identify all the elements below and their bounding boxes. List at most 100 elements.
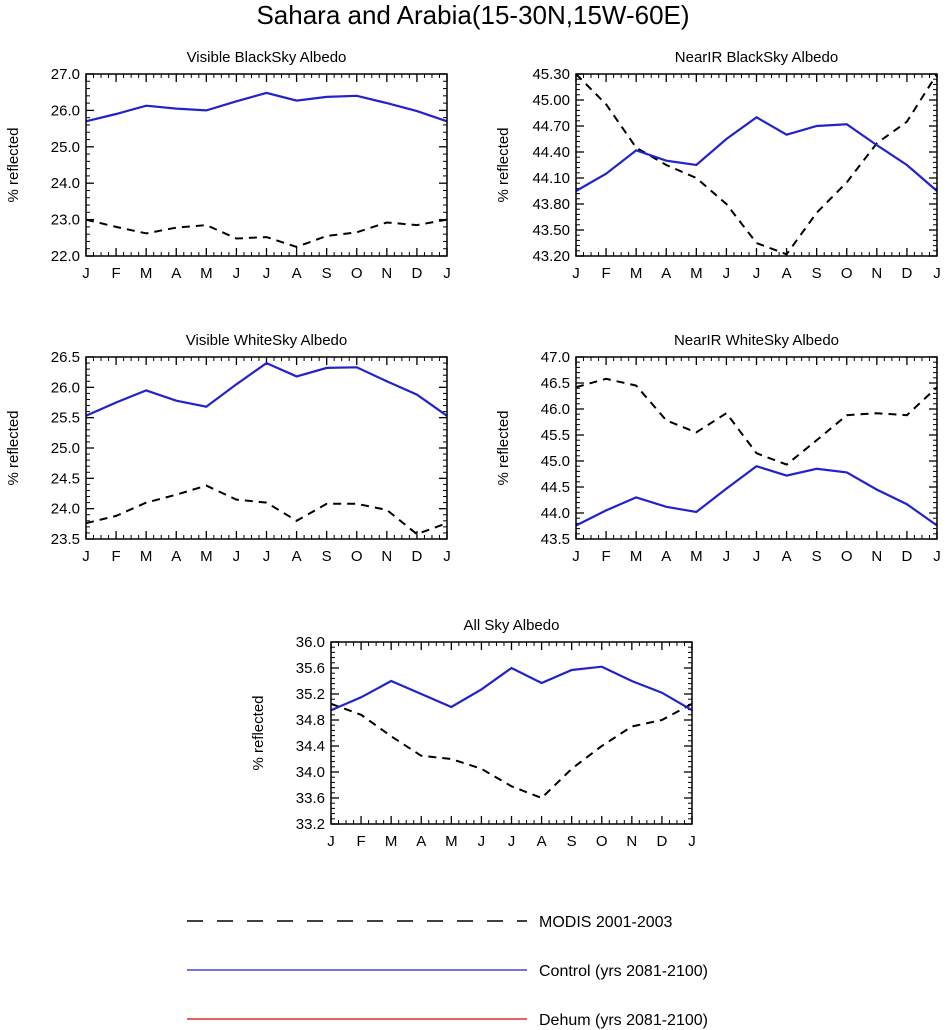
- y-tick-label: 33.6: [296, 790, 325, 807]
- y-tick-label: 34.4: [296, 738, 325, 755]
- y-tick-label: 46.5: [541, 375, 570, 392]
- y-tick-label: 25.5: [51, 410, 80, 427]
- y-tick-label: 45.30: [532, 66, 570, 83]
- x-tick-label: D: [411, 548, 422, 565]
- x-tick-label: N: [381, 265, 392, 282]
- y-axis-label: % reflected: [5, 127, 22, 202]
- y-tick-label: 43.5: [541, 531, 570, 548]
- y-tick-label: 44.5: [541, 479, 570, 496]
- y-tick-label: 22.0: [51, 248, 80, 265]
- y-tick-label: 43.20: [532, 248, 570, 265]
- chart-panel-3: Visible WhiteSky Albedo % reflected J F M A M J…: [5, 332, 451, 565]
- x-tick-label: J: [572, 548, 580, 565]
- x-tick-label: A: [782, 548, 792, 565]
- x-tick-label: J: [572, 265, 580, 282]
- x-tick-label: J: [263, 548, 271, 565]
- y-tick-label: 26.0: [51, 102, 80, 119]
- x-tick-label: J: [723, 265, 731, 282]
- x-tick-label: A: [661, 265, 671, 282]
- y-tick-label: 44.0: [541, 505, 570, 522]
- y-tick-label: 26.0: [51, 379, 80, 396]
- x-tick-label: S: [322, 265, 332, 282]
- y-tick-label: 46.0: [541, 401, 570, 418]
- y-tick-label: 35.2: [296, 686, 325, 703]
- x-tick-label: N: [871, 548, 882, 565]
- panel-title: NearIR WhiteSky Albedo: [674, 332, 839, 349]
- y-axis-label: % reflected: [5, 410, 22, 485]
- y-tick-label: 45.0: [541, 453, 570, 470]
- y-tick-label: 26.5: [51, 349, 80, 366]
- chart-panel-1: Visible BlackSky Albedo % reflected J F M A M J…: [5, 49, 451, 282]
- x-tick-label: J: [82, 548, 90, 565]
- y-axis-label: % reflected: [495, 410, 512, 485]
- x-tick-label: J: [263, 265, 271, 282]
- x-tick-label: J: [753, 265, 761, 282]
- x-tick-label: J: [753, 548, 761, 565]
- y-tick-label: 43.80: [532, 196, 570, 213]
- plot-frame: [85, 73, 448, 257]
- legend: MODIS 2001-2003 Control (yrs 2081-2100) De…: [187, 914, 708, 1029]
- y-tick-label: 27.0: [51, 66, 80, 83]
- plot-frame: [330, 641, 693, 825]
- y-tick-label: 45.00: [532, 92, 570, 109]
- panel-title: All Sky Albedo: [464, 617, 560, 634]
- x-tick-label: O: [596, 833, 608, 850]
- legend-label: Control (yrs 2081-2100): [539, 963, 708, 980]
- series-line-control: [85, 361, 448, 417]
- x-tick-label: N: [871, 265, 882, 282]
- x-tick-label: F: [111, 548, 120, 565]
- y-tick-label: 33.2: [296, 816, 325, 833]
- x-tick-label: D: [411, 265, 422, 282]
- x-tick-label: S: [812, 548, 822, 565]
- x-tick-label: J: [478, 833, 486, 850]
- x-tick-label: A: [171, 265, 181, 282]
- series-line-control: [575, 115, 938, 192]
- x-tick-label: O: [351, 265, 363, 282]
- x-tick-label: M: [445, 833, 458, 850]
- x-tick-label: M: [200, 265, 213, 282]
- x-tick-label: A: [292, 265, 302, 282]
- x-tick-label: M: [385, 833, 398, 850]
- x-tick-label: M: [690, 548, 703, 565]
- series-line-control: [85, 91, 448, 123]
- series-line-modis: [85, 484, 448, 536]
- x-tick-label: D: [656, 833, 667, 850]
- y-tick-label: 44.10: [532, 170, 570, 187]
- x-tick-label: S: [567, 833, 577, 850]
- x-tick-label: J: [443, 265, 451, 282]
- y-axis-label: % reflected: [495, 127, 512, 202]
- x-tick-label: F: [601, 548, 610, 565]
- y-tick-label: 43.50: [532, 222, 570, 239]
- y-tick-label: 35.6: [296, 660, 325, 677]
- x-tick-label: M: [630, 548, 643, 565]
- x-tick-label: F: [356, 833, 365, 850]
- panel-title: NearIR BlackSky Albedo: [675, 49, 838, 66]
- plot-frame: [575, 73, 938, 257]
- x-tick-label: J: [723, 548, 731, 565]
- y-tick-label: 24.5: [51, 470, 80, 487]
- series-line-control: [330, 665, 693, 712]
- x-tick-label: F: [111, 265, 120, 282]
- x-tick-label: M: [690, 265, 703, 282]
- x-tick-label: J: [233, 548, 241, 565]
- chart-panel-2: NearIR BlackSky Albedo % reflected J F M A M J J…: [495, 49, 941, 282]
- x-tick-label: S: [322, 548, 332, 565]
- figure-title: Sahara and Arabia(15-30N,15W-60E): [256, 0, 689, 30]
- x-tick-label: M: [630, 265, 643, 282]
- x-tick-label: A: [416, 833, 426, 850]
- y-tick-label: 47.0: [541, 349, 570, 366]
- x-tick-label: S: [812, 265, 822, 282]
- panel-title: Visible BlackSky Albedo: [187, 49, 347, 66]
- chart-panel-4: NearIR WhiteSky Albedo % reflected J F M A M J J…: [495, 332, 941, 565]
- y-tick-label: 45.5: [541, 427, 570, 444]
- x-tick-label: M: [200, 548, 213, 565]
- y-tick-label: 34.0: [296, 764, 325, 781]
- y-tick-label: 34.8: [296, 712, 325, 729]
- x-tick-label: A: [782, 265, 792, 282]
- plot-frame: [575, 356, 938, 540]
- y-tick-label: 36.0: [296, 634, 325, 651]
- x-tick-label: A: [292, 548, 302, 565]
- x-tick-label: J: [327, 833, 335, 850]
- x-tick-label: F: [601, 265, 610, 282]
- y-tick-label: 23.5: [51, 531, 80, 548]
